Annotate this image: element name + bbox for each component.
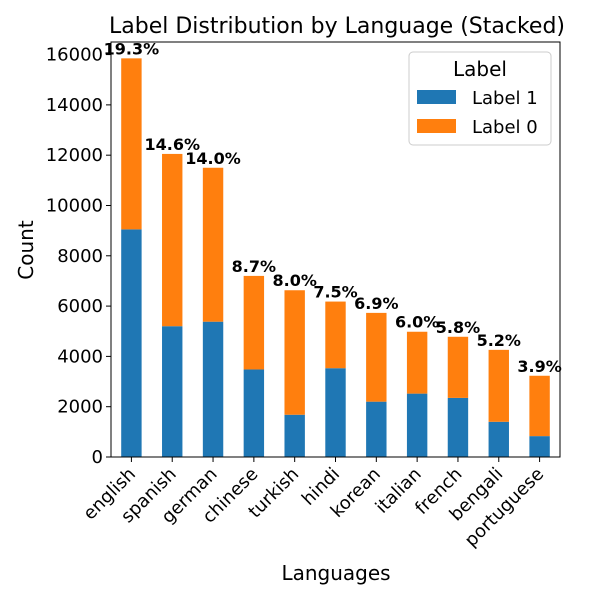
chart-title: Label Distribution by Language (Stacked) <box>109 14 565 39</box>
bar-chinese-label-1 <box>243 369 265 457</box>
y-tick-label: 4000 <box>57 346 103 367</box>
bar-percent-label: 14.0% <box>185 149 241 168</box>
bar-german-label-0 <box>202 167 224 322</box>
bar-percent-label: 3.9% <box>517 357 561 376</box>
bar-percent-label: 19.3% <box>104 39 160 58</box>
bar-portuguese-label-0 <box>529 375 550 437</box>
bar-percent-label: 14.6% <box>144 135 200 154</box>
x-axis: englishspanishgermanchineseturkishhindik… <box>79 457 548 551</box>
bar-turkish-label-1 <box>284 414 305 457</box>
legend-entry-label-1: Label 1 <box>472 88 538 109</box>
bar-hindi-label-0 <box>325 301 346 369</box>
bar-spanish-label-0 <box>162 153 183 327</box>
legend: Label Label 1 Label 0 <box>408 51 552 146</box>
bar-percent-label: 7.5% <box>313 283 357 302</box>
bar-turkish-label-0 <box>284 290 305 415</box>
bar-portuguese-label-1 <box>529 436 550 457</box>
legend-entry-label-0: Label 0 <box>472 117 538 138</box>
bar-english-label-1 <box>121 229 142 457</box>
bar-korean-label-1 <box>366 401 387 457</box>
bar-percent-label: 8.7% <box>232 257 276 276</box>
bar-french-label-0 <box>447 336 469 398</box>
bar-percent-label: 5.2% <box>477 331 521 350</box>
bar-chinese-label-0 <box>243 275 265 370</box>
bar-english-label-0 <box>121 58 142 230</box>
legend-title: Label <box>453 57 507 81</box>
y-tick-label: 6000 <box>57 296 103 317</box>
legend-swatch-label-0 <box>417 119 456 133</box>
bar-italian-label-0 <box>406 331 428 394</box>
y-tick-label: 2000 <box>57 397 103 418</box>
bar-korean-label-0 <box>366 312 387 402</box>
bar-french-label-1 <box>447 397 469 457</box>
bar-bengali-label-1 <box>488 421 509 457</box>
y-tick-label: 8000 <box>57 246 103 267</box>
y-tick-label: 14000 <box>46 95 103 116</box>
legend-swatch-label-1 <box>417 90 456 104</box>
bar-spanish-label-1 <box>162 326 183 457</box>
y-tick-label: 12000 <box>46 145 103 166</box>
bar-bengali-label-0 <box>488 349 509 422</box>
bar-percent-label: 6.9% <box>354 294 398 313</box>
bar-percent-label: 5.8% <box>436 318 480 337</box>
y-axis-label: Count <box>14 220 38 280</box>
y-axis: 0 2000 4000 6000 8000 10000 12000 14000 16000 <box>46 45 111 468</box>
plot-area: 19.3% 14.6%14.0% 8.7%8.0%7.5%6.9%6.0%5.8%5… <box>104 39 562 457</box>
bar-percent-label: 8.0% <box>272 271 316 290</box>
bar-hindi-label-1 <box>325 368 346 457</box>
y-tick-label: 16000 <box>46 45 103 66</box>
bar-italian-label-1 <box>406 393 428 457</box>
x-axis-label: Languages <box>281 561 390 585</box>
y-tick-label: 10000 <box>46 195 103 216</box>
y-tick-label: 0 <box>92 447 103 468</box>
bar-german-label-1 <box>202 321 224 457</box>
bar-percent-label: 6.0% <box>395 313 439 332</box>
